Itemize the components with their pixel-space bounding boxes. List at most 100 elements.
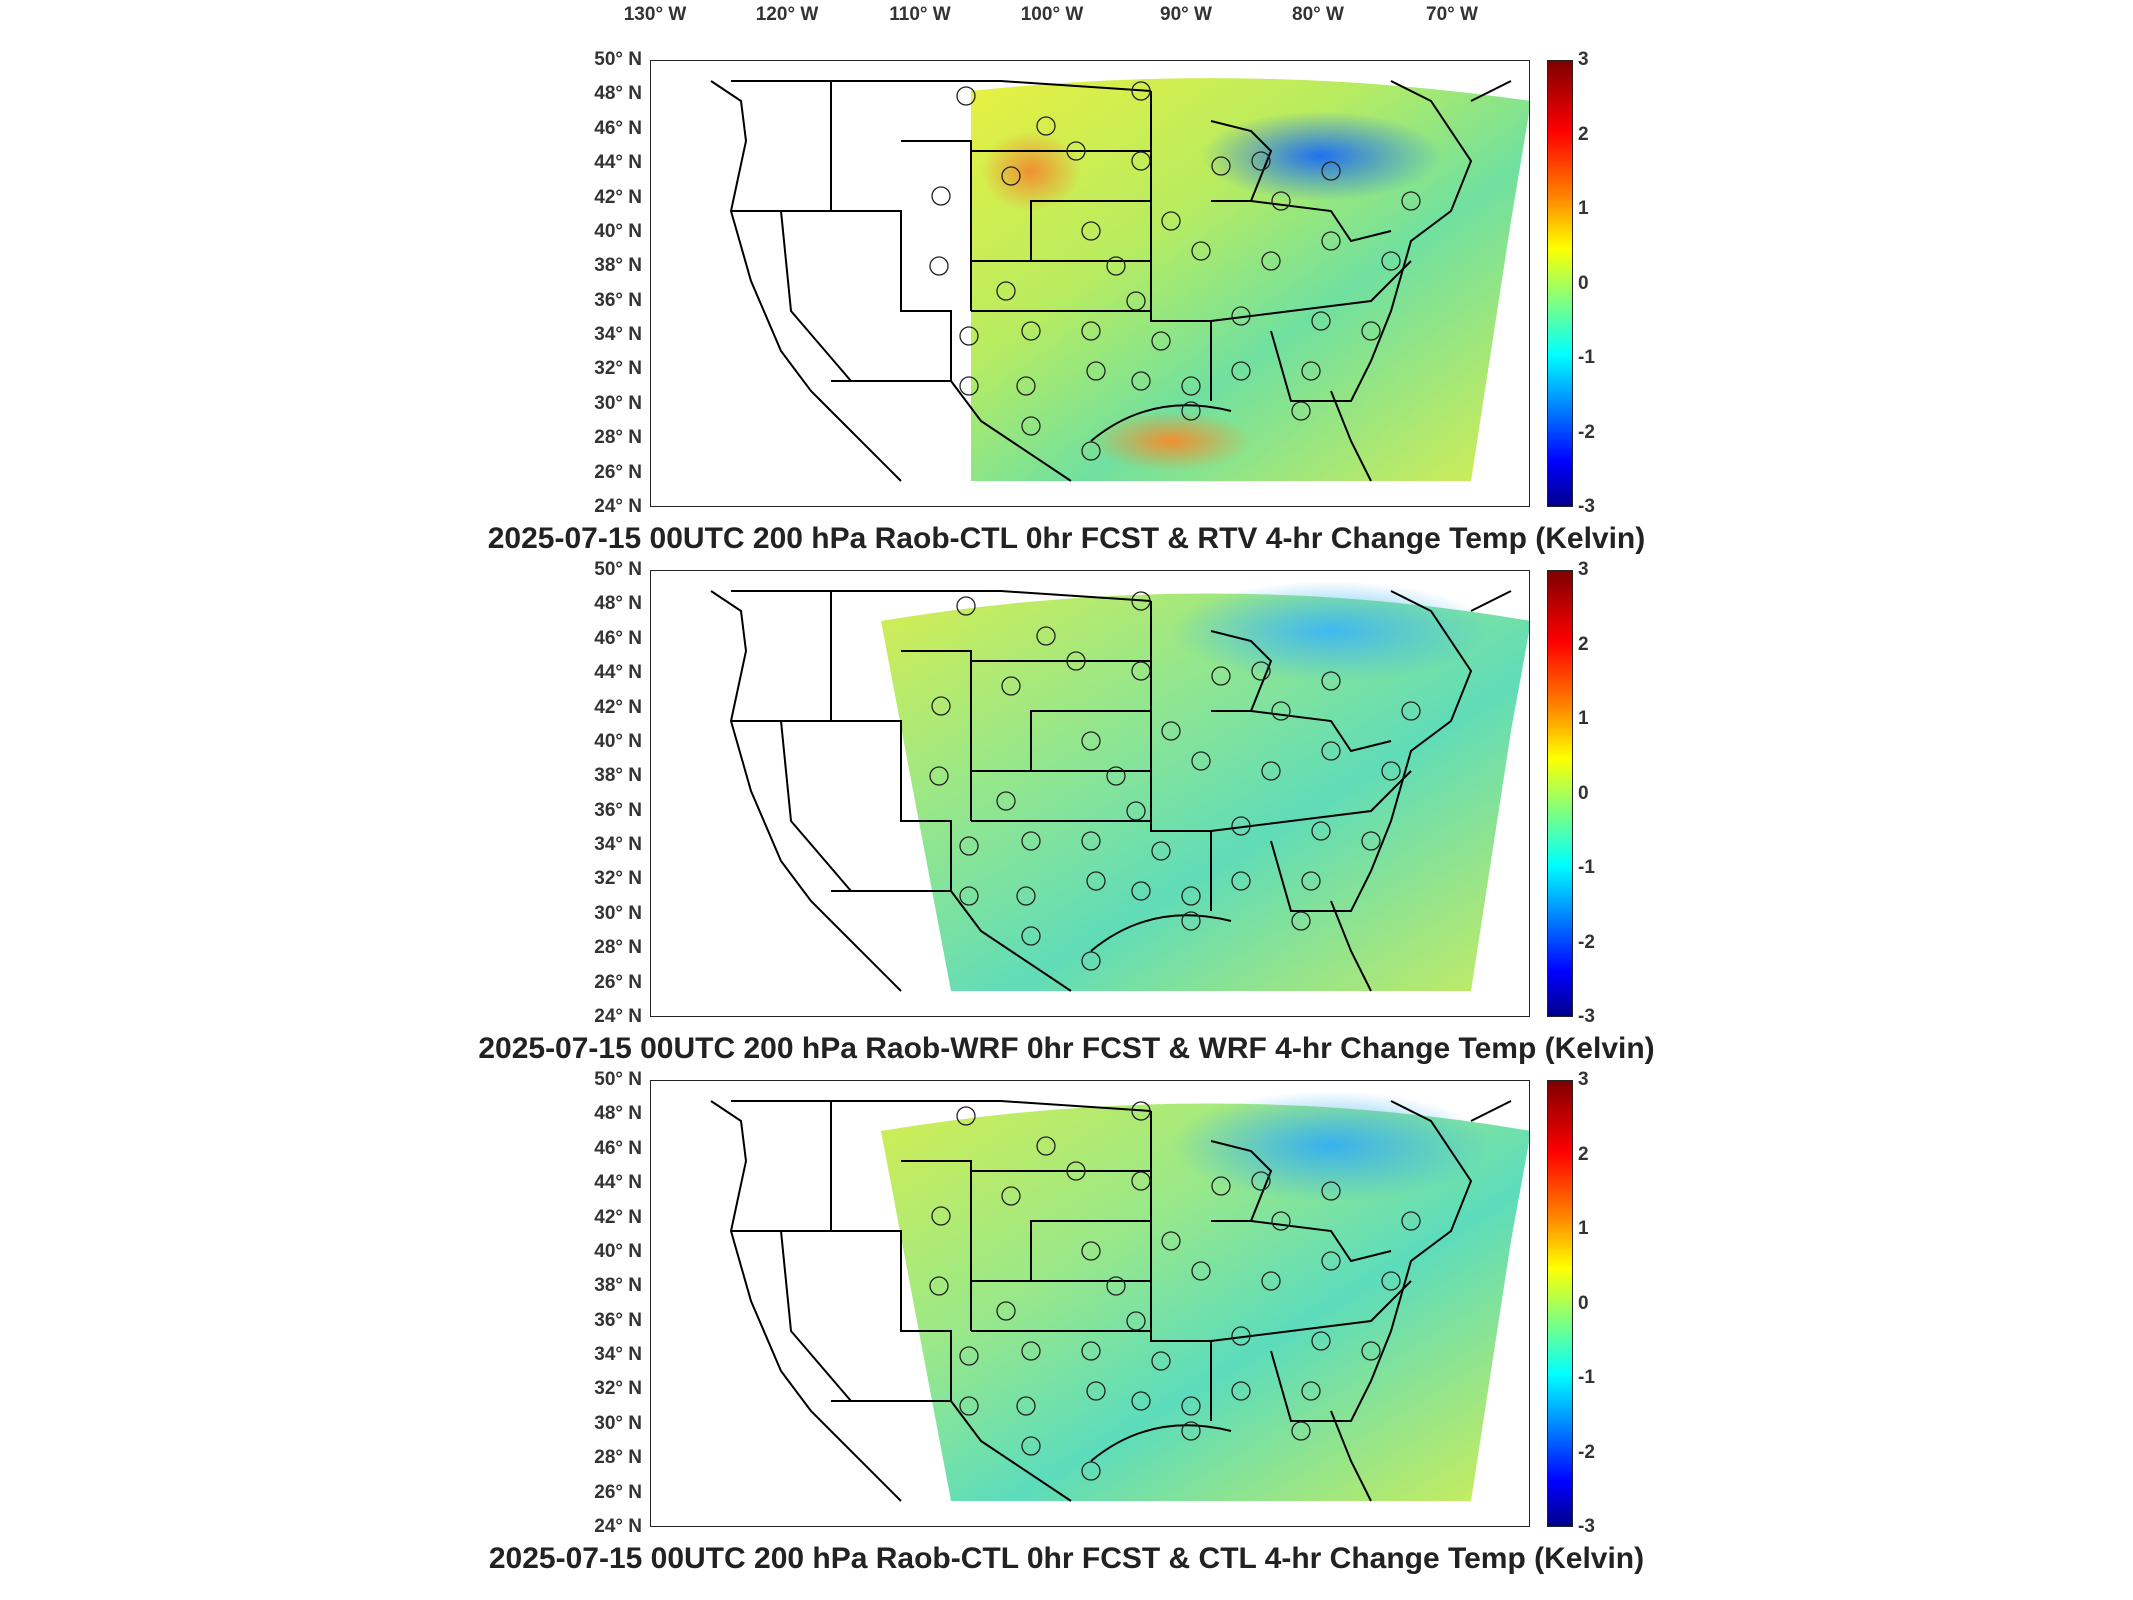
colorbar-tick-label: 0 <box>1578 782 1589 804</box>
latitude-axis: 50° N 48° N 46° N 44° N 42° N 40° N 38° N 36° N… <box>580 1069 642 1537</box>
cold-anomaly <box>1171 1091 1491 1201</box>
lat-label: 28° N <box>594 937 642 959</box>
lat-label: 46° N <box>594 627 642 649</box>
lat-label: 24° N <box>594 1006 642 1027</box>
lat-label: 26° N <box>594 461 642 483</box>
warm-anomaly <box>981 131 1081 211</box>
colorbar-tick-label: -2 <box>1578 931 1595 953</box>
lat-label: 42° N <box>594 1206 642 1228</box>
colorbar-tick-label: 2 <box>1578 1143 1589 1165</box>
forecast-field <box>881 1103 1529 1501</box>
lon-label: 110° W <box>889 4 951 25</box>
colorbar-tick-label: 0 <box>1578 1292 1589 1314</box>
lat-label: 50° N <box>594 559 642 580</box>
lon-label: 80° W <box>1292 4 1344 25</box>
forecast-field <box>881 593 1529 991</box>
colorbar-tick-label: 3 <box>1578 559 1589 580</box>
colorbar <box>1547 1080 1573 1527</box>
lat-label: 46° N <box>594 1137 642 1159</box>
raob-stations <box>929 81 1421 461</box>
lat-label: 26° N <box>594 971 642 993</box>
lat-label: 24° N <box>594 496 642 517</box>
raob-stations <box>929 591 1421 971</box>
colorbar-tick-label: 1 <box>1578 1218 1589 1239</box>
map-svg <box>710 581 1529 992</box>
colorbar <box>1547 60 1573 507</box>
lat-label: 38° N <box>594 765 642 787</box>
map-svg <box>710 78 1529 482</box>
lat-label: 26° N <box>594 1481 642 1503</box>
panel-title: 2025-07-15 00UTC 200 hPa Raob-CTL 0hr FC… <box>488 1542 1645 1575</box>
lat-label: 34° N <box>594 324 642 346</box>
colorbar-tick-label: 1 <box>1578 198 1589 219</box>
lat-label: 28° N <box>594 1447 642 1469</box>
colorbar-tick-label: 2 <box>1578 633 1589 655</box>
map-plot-area <box>650 570 1530 1017</box>
colorbar-tick-label: -3 <box>1578 1006 1595 1027</box>
cold-anomaly <box>1201 111 1441 201</box>
state-boundaries <box>710 1100 1512 1502</box>
colorbar-tick-label: -3 <box>1578 1516 1595 1537</box>
lat-label: 32° N <box>594 1378 642 1400</box>
lon-label: 90° W <box>1160 4 1212 25</box>
lon-label: 120° W <box>755 4 819 25</box>
lat-label: 50° N <box>594 1069 642 1090</box>
colorbar-tick-label: -3 <box>1578 496 1595 517</box>
lat-label: 44° N <box>594 152 642 174</box>
lat-label: 40° N <box>594 730 642 752</box>
lat-label: 30° N <box>594 392 642 414</box>
colorbar-tick-label: -1 <box>1578 857 1595 878</box>
lat-label: 42° N <box>594 696 642 718</box>
latitude-axis: 50° N 48° N 46° N 44° N 42° N 40° N 38° N 36° N… <box>580 49 642 517</box>
panel-title: 2025-07-15 00UTC 200 hPa Raob-WRF 0hr FC… <box>478 1032 1655 1065</box>
lon-label: 100° W <box>1020 4 1084 25</box>
colorbar-tick-label: -2 <box>1578 1441 1595 1463</box>
colorbar-tick-label: -1 <box>1578 347 1595 368</box>
lat-label: 30° N <box>594 902 642 924</box>
colorbar <box>1547 570 1573 1017</box>
lat-label: 48° N <box>594 593 642 615</box>
lon-label: 130° W <box>623 4 687 25</box>
lat-label: 48° N <box>594 83 642 105</box>
map-plot-area <box>650 1080 1530 1527</box>
lat-label: 40° N <box>594 1240 642 1262</box>
lat-label: 36° N <box>594 1309 642 1331</box>
colorbar-tick-label: 0 <box>1578 272 1589 294</box>
state-boundaries <box>710 590 1512 992</box>
lat-label: 46° N <box>594 117 642 139</box>
raob-stations <box>929 1101 1421 1481</box>
lat-label: 40° N <box>594 220 642 242</box>
state-boundaries <box>710 80 1512 482</box>
colorbar-tick-label: 3 <box>1578 49 1589 70</box>
map-svg <box>710 1091 1529 1502</box>
lat-label: 44° N <box>594 662 642 684</box>
colorbar-tick-label: 2 <box>1578 123 1589 145</box>
colorbar-tick-label: -2 <box>1578 421 1595 443</box>
warm-anomaly <box>1091 411 1251 471</box>
panel-title: 2025-07-15 00UTC 200 hPa Raob-CTL 0hr FC… <box>487 522 1646 555</box>
colorbar-tick-label: -1 <box>1578 1367 1595 1388</box>
colorbar-tick-label: 3 <box>1578 1069 1589 1090</box>
lat-label: 48° N <box>594 1103 642 1125</box>
lat-label: 34° N <box>594 834 642 856</box>
lat-label: 24° N <box>594 1516 642 1537</box>
lat-label: 34° N <box>594 1344 642 1366</box>
lat-label: 32° N <box>594 868 642 890</box>
longitude-axis: 130° W 120° W 110° W 100° W 90° W 80° W … <box>0 4 2133 44</box>
lat-label: 28° N <box>594 427 642 449</box>
colorbar-ticks: 3 2 1 0 -1 -2 -3 <box>1578 49 1618 517</box>
lat-label: 36° N <box>594 799 642 821</box>
colorbar-ticks: 3 2 1 0 -1 -2 -3 <box>1578 559 1618 1027</box>
cold-anomaly <box>1171 581 1491 681</box>
lat-label: 50° N <box>594 49 642 70</box>
lat-label: 30° N <box>594 1412 642 1434</box>
colorbar-tick-label: 1 <box>1578 708 1589 729</box>
lat-label: 44° N <box>594 1172 642 1194</box>
lat-label: 36° N <box>594 289 642 311</box>
lat-label: 38° N <box>594 255 642 277</box>
lon-label: 70° W <box>1426 4 1478 25</box>
lat-label: 42° N <box>594 186 642 208</box>
colorbar-ticks: 3 2 1 0 -1 -2 -3 <box>1578 1069 1618 1537</box>
lat-label: 38° N <box>594 1275 642 1297</box>
latitude-axis: 50° N 48° N 46° N 44° N 42° N 40° N 38° N 36° N… <box>580 559 642 1027</box>
